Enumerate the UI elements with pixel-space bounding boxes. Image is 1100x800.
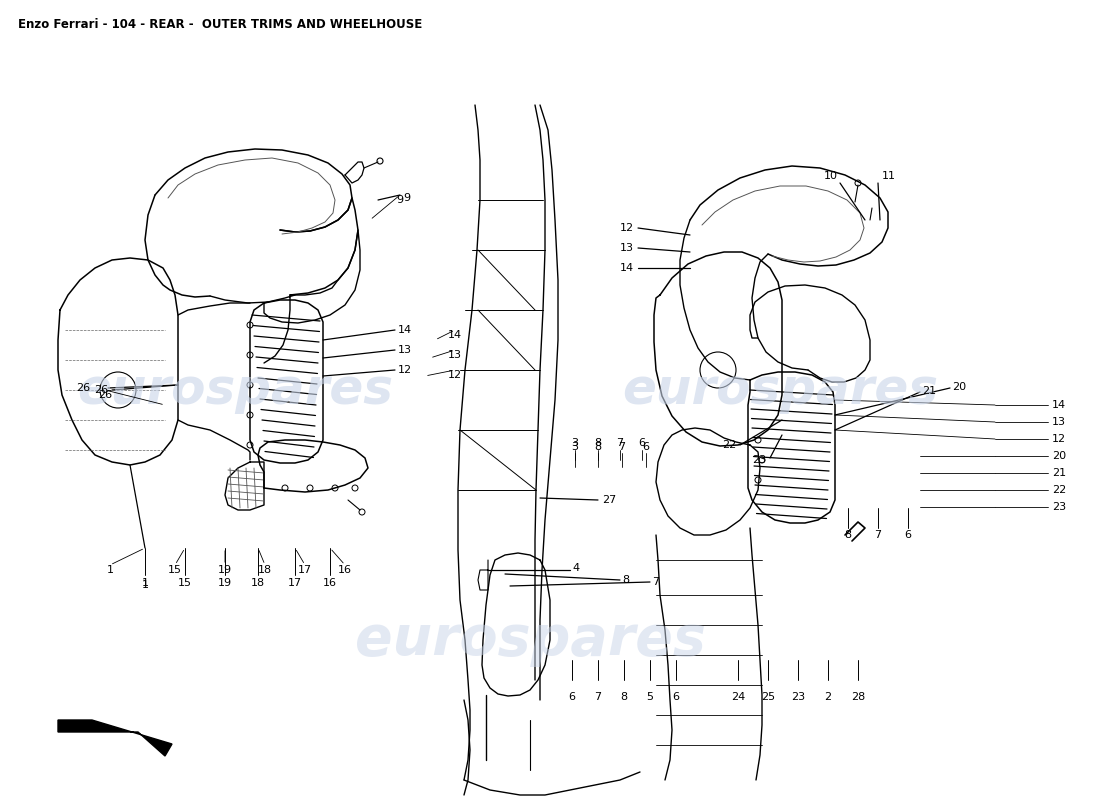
Text: 9: 9 [403,193,410,203]
Text: 17: 17 [288,578,302,588]
Text: 6: 6 [569,692,575,702]
Text: 8: 8 [621,575,629,585]
Text: 7: 7 [594,692,602,702]
Text: 8: 8 [845,530,851,540]
Text: 27: 27 [602,495,616,505]
Text: 9: 9 [396,195,404,205]
Text: 21: 21 [922,386,936,396]
Text: 18: 18 [251,578,265,588]
Text: 8: 8 [620,692,628,702]
Text: 14: 14 [398,325,412,335]
Text: 16: 16 [338,565,352,575]
Text: 25: 25 [761,692,776,702]
Text: 6: 6 [904,530,912,540]
Text: 13: 13 [448,350,462,360]
Text: 23: 23 [752,455,766,465]
Text: 5: 5 [647,692,653,702]
Text: 7: 7 [618,442,626,452]
Text: 3: 3 [572,442,579,452]
Text: 2: 2 [824,692,832,702]
Text: 26: 26 [94,385,108,395]
Text: 6: 6 [672,692,680,702]
Text: 26: 26 [76,383,90,393]
Text: 23: 23 [1052,502,1066,512]
Text: 19: 19 [218,565,232,575]
Text: 22: 22 [1052,485,1066,495]
Text: 12: 12 [448,370,462,380]
Text: 21: 21 [1052,468,1066,478]
Text: 7: 7 [652,577,659,587]
Text: 14: 14 [620,263,634,273]
Text: 1: 1 [142,578,148,588]
Text: 12: 12 [398,365,412,375]
Text: 16: 16 [323,578,337,588]
Text: eurospares: eurospares [77,366,393,414]
Text: 13: 13 [398,345,412,355]
Text: 22: 22 [722,440,736,450]
Text: 12: 12 [1052,434,1066,444]
Text: 26: 26 [98,390,112,400]
Text: 10: 10 [824,171,838,181]
Text: 11: 11 [882,171,896,181]
Text: 28: 28 [851,692,865,702]
Text: 17: 17 [298,565,312,575]
Text: 12: 12 [620,223,634,233]
Text: 18: 18 [257,565,272,575]
Text: 13: 13 [1052,417,1066,427]
Text: 23: 23 [791,692,805,702]
Text: 20: 20 [952,382,966,392]
Text: 6: 6 [642,442,649,452]
Text: 6: 6 [638,438,646,448]
Text: Enzo Ferrari - 104 - REAR -  OUTER TRIMS AND WHEELHOUSE: Enzo Ferrari - 104 - REAR - OUTER TRIMS … [18,18,422,31]
Text: 8: 8 [594,442,602,452]
Text: 13: 13 [620,243,634,253]
Text: 4: 4 [572,563,579,573]
Text: 14: 14 [448,330,462,340]
Text: 15: 15 [178,578,192,588]
Text: 3: 3 [572,438,579,448]
Text: 7: 7 [616,438,624,448]
Text: 8: 8 [594,438,602,448]
Text: 1: 1 [142,580,148,590]
Text: 20: 20 [1052,451,1066,461]
Text: eurospares: eurospares [354,613,705,667]
Text: 1: 1 [107,565,113,575]
Text: 7: 7 [874,530,881,540]
Text: 24: 24 [730,692,745,702]
Text: 14: 14 [1052,400,1066,410]
Polygon shape [58,720,172,756]
Text: 19: 19 [218,578,232,588]
Text: 15: 15 [168,565,182,575]
Text: eurospares: eurospares [621,366,938,414]
